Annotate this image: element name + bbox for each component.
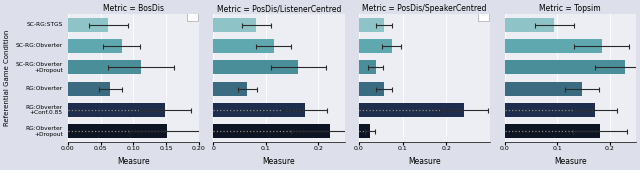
Title: Metric = PosDis/ListenerCentred: Metric = PosDis/ListenerCentred <box>217 4 341 13</box>
Bar <box>504 39 602 53</box>
Title: Metric = Topsim: Metric = Topsim <box>540 4 601 13</box>
Bar <box>504 60 625 74</box>
Bar <box>359 60 376 74</box>
Bar <box>359 82 385 96</box>
Bar <box>504 124 600 138</box>
Bar <box>213 18 257 32</box>
Bar <box>504 103 595 117</box>
FancyBboxPatch shape <box>187 7 198 21</box>
Bar <box>504 82 582 96</box>
Bar <box>504 18 554 32</box>
Bar <box>359 39 392 53</box>
Bar <box>213 39 274 53</box>
Bar <box>68 82 110 96</box>
Bar <box>68 39 122 53</box>
Y-axis label: Referential Game Condition: Referential Game Condition <box>4 30 10 126</box>
X-axis label: Measure: Measure <box>408 157 441 166</box>
Bar <box>213 82 248 96</box>
Bar <box>68 124 168 138</box>
Bar <box>359 103 464 117</box>
Bar <box>68 103 165 117</box>
Bar <box>359 18 385 32</box>
X-axis label: Measure: Measure <box>117 157 150 166</box>
Bar <box>213 103 305 117</box>
X-axis label: Measure: Measure <box>262 157 295 166</box>
Bar <box>359 124 370 138</box>
Bar <box>68 18 108 32</box>
Title: Metric = PosDis/SpeakerCentred: Metric = PosDis/SpeakerCentred <box>362 4 487 13</box>
Title: Metric = BosDis: Metric = BosDis <box>103 4 164 13</box>
Bar <box>213 60 298 74</box>
X-axis label: Measure: Measure <box>554 157 586 166</box>
FancyBboxPatch shape <box>478 7 489 21</box>
Bar <box>213 124 330 138</box>
Bar <box>68 60 141 74</box>
